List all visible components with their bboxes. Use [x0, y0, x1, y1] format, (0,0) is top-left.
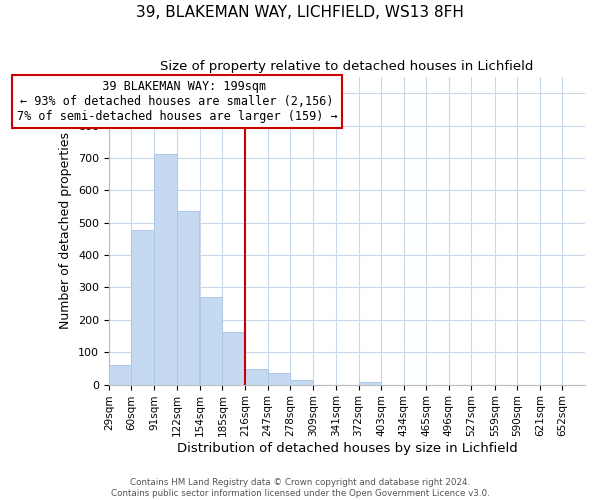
Bar: [223, 332, 245, 384]
Text: 39, BLAKEMAN WAY, LICHFIELD, WS13 8FH: 39, BLAKEMAN WAY, LICHFIELD, WS13 8FH: [136, 5, 464, 20]
Bar: [245, 370, 268, 384]
Bar: [109, 365, 131, 384]
Bar: [359, 382, 381, 384]
Bar: [131, 230, 154, 384]
Bar: [268, 374, 290, 384]
Bar: [176, 210, 199, 384]
Bar: [200, 296, 223, 384]
Text: Contains HM Land Registry data © Crown copyright and database right 2024.
Contai: Contains HM Land Registry data © Crown c…: [110, 478, 490, 498]
Title: Size of property relative to detached houses in Lichfield: Size of property relative to detached ho…: [160, 60, 533, 73]
Bar: [154, 154, 176, 384]
Y-axis label: Number of detached properties: Number of detached properties: [59, 132, 73, 330]
Bar: [290, 380, 313, 384]
X-axis label: Distribution of detached houses by size in Lichfield: Distribution of detached houses by size …: [176, 442, 517, 455]
Text: 39 BLAKEMAN WAY: 199sqm
← 93% of detached houses are smaller (2,156)
7% of semi-: 39 BLAKEMAN WAY: 199sqm ← 93% of detache…: [17, 80, 337, 123]
